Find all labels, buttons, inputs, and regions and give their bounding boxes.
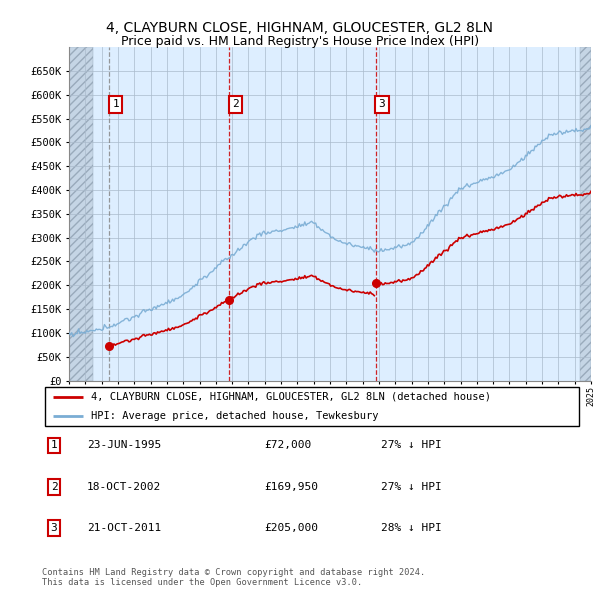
- Text: 28% ↓ HPI: 28% ↓ HPI: [381, 523, 442, 533]
- Text: 27% ↓ HPI: 27% ↓ HPI: [381, 441, 442, 450]
- Text: £169,950: £169,950: [264, 482, 318, 491]
- FancyBboxPatch shape: [45, 387, 579, 426]
- Text: HPI: Average price, detached house, Tewkesbury: HPI: Average price, detached house, Tewk…: [91, 411, 378, 421]
- Text: 2: 2: [232, 99, 239, 109]
- Text: Price paid vs. HM Land Registry's House Price Index (HPI): Price paid vs. HM Land Registry's House …: [121, 35, 479, 48]
- Text: 21-OCT-2011: 21-OCT-2011: [87, 523, 161, 533]
- Text: 1: 1: [50, 441, 58, 450]
- Text: £205,000: £205,000: [264, 523, 318, 533]
- Bar: [580, 47, 591, 381]
- Text: 3: 3: [50, 523, 58, 533]
- Bar: [69, 47, 94, 381]
- Text: 18-OCT-2002: 18-OCT-2002: [87, 482, 161, 491]
- Text: 23-JUN-1995: 23-JUN-1995: [87, 441, 161, 450]
- Text: 4, CLAYBURN CLOSE, HIGHNAM, GLOUCESTER, GL2 8LN (detached house): 4, CLAYBURN CLOSE, HIGHNAM, GLOUCESTER, …: [91, 392, 491, 402]
- Text: 2: 2: [50, 482, 58, 491]
- Text: 4, CLAYBURN CLOSE, HIGHNAM, GLOUCESTER, GL2 8LN: 4, CLAYBURN CLOSE, HIGHNAM, GLOUCESTER, …: [107, 21, 493, 35]
- Text: Contains HM Land Registry data © Crown copyright and database right 2024.
This d: Contains HM Land Registry data © Crown c…: [42, 568, 425, 587]
- Text: 1: 1: [112, 99, 119, 109]
- Text: 3: 3: [379, 99, 385, 109]
- Bar: [69, 47, 94, 381]
- Text: £72,000: £72,000: [264, 441, 311, 450]
- Bar: [580, 47, 591, 381]
- Text: 27% ↓ HPI: 27% ↓ HPI: [381, 482, 442, 491]
